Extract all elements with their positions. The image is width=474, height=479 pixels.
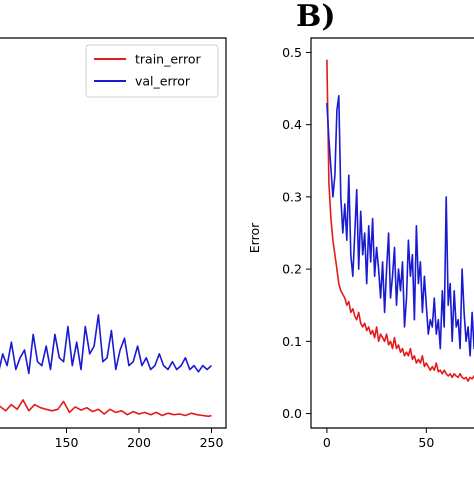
series-line-blue xyxy=(326,95,474,357)
chart-b-lines xyxy=(326,59,474,382)
chart-b-y-axis-title: Error xyxy=(247,222,262,253)
y-tick-label: 0.1 xyxy=(282,334,302,349)
x-tick-label: 200 xyxy=(127,435,151,450)
y-tick-label: 0.3 xyxy=(282,189,302,204)
x-tick-label: 50 xyxy=(418,435,434,450)
y-tick-label: 0.2 xyxy=(282,262,302,277)
panel-label-b: B) xyxy=(296,0,336,34)
series-line-train-error xyxy=(0,399,212,418)
legend-label-train-error: train_error xyxy=(135,52,201,67)
x-tick-label: 0 xyxy=(323,435,331,450)
chart-a-x-ticks: 150 200 250 xyxy=(55,428,224,450)
x-tick-label: 150 xyxy=(55,435,79,450)
chart-a-legend: train_error val_error xyxy=(85,44,219,98)
x-tick-label: 250 xyxy=(200,435,224,450)
legend-label-val-error: val_error xyxy=(135,74,191,89)
chart-a-lines xyxy=(0,314,213,418)
y-tick-label: 0.5 xyxy=(282,45,302,60)
chart-a-axes xyxy=(0,37,227,429)
y-tick-label: 0.4 xyxy=(282,117,302,132)
series-line-red xyxy=(326,59,474,382)
chart-b: B) 0.0 0.1 0.2 0.3 0.4 0.5 0 50 Error xyxy=(247,0,474,450)
y-tick-label: 0.0 xyxy=(282,406,302,421)
series-line-val-error xyxy=(0,314,213,375)
chart-b-y-ticks: 0.0 0.1 0.2 0.3 0.4 0.5 xyxy=(282,45,311,421)
chart-b-axes xyxy=(310,37,474,429)
chart-b-x-ticks: 0 50 xyxy=(323,428,434,450)
chart-a: 150 200 250 train_error val_error xyxy=(0,37,227,450)
